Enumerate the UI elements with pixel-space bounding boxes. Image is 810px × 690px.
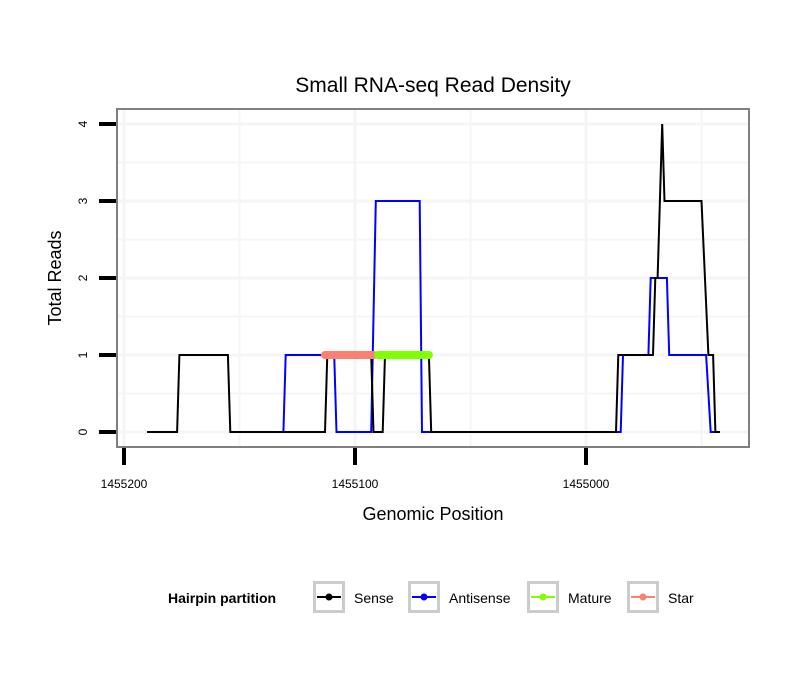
y-tick-label: 1	[76, 351, 90, 358]
legend-item-sense: Sense	[313, 581, 394, 613]
x-tick-label: 1455000	[563, 477, 610, 491]
legend-label: Mature	[568, 590, 612, 606]
legend-label: Star	[668, 590, 694, 606]
legend: Hairpin partition Sense Antisense Mature St…	[168, 581, 694, 613]
y-tick-label: 2	[76, 274, 90, 281]
y-tick-label: 3	[76, 197, 90, 204]
legend-label: Sense	[354, 590, 394, 606]
panel-border	[116, 108, 750, 448]
legend-key-point	[325, 593, 333, 601]
x-axis-title: Genomic Position	[362, 504, 503, 524]
legend-key-point	[420, 593, 428, 601]
legend-item-antisense: Antisense	[408, 581, 511, 613]
legend-key-point	[639, 593, 647, 601]
chart-title: Small RNA-seq Read Density	[295, 74, 571, 97]
legend-item-mature: Mature	[527, 581, 612, 613]
x-tick-label: 1455100	[332, 477, 379, 491]
y-tick-label: 0	[76, 428, 90, 435]
legend-label: Antisense	[449, 590, 511, 606]
x-axis: 1455200 1455100 1455000	[101, 448, 610, 491]
y-tick-label: 4	[76, 120, 90, 127]
x-tick-label: 1455200	[101, 477, 148, 491]
legend-key-point	[539, 593, 547, 601]
legend-item-star: Star	[627, 581, 694, 613]
series-antisense-line	[282, 200, 716, 433]
y-axis: 0 1 2 3 4	[76, 120, 116, 435]
legend-title: Hairpin partition	[168, 590, 276, 606]
data-series	[147, 123, 720, 433]
y-axis-title: Total Reads	[45, 230, 65, 325]
series-sense-line	[147, 123, 720, 433]
